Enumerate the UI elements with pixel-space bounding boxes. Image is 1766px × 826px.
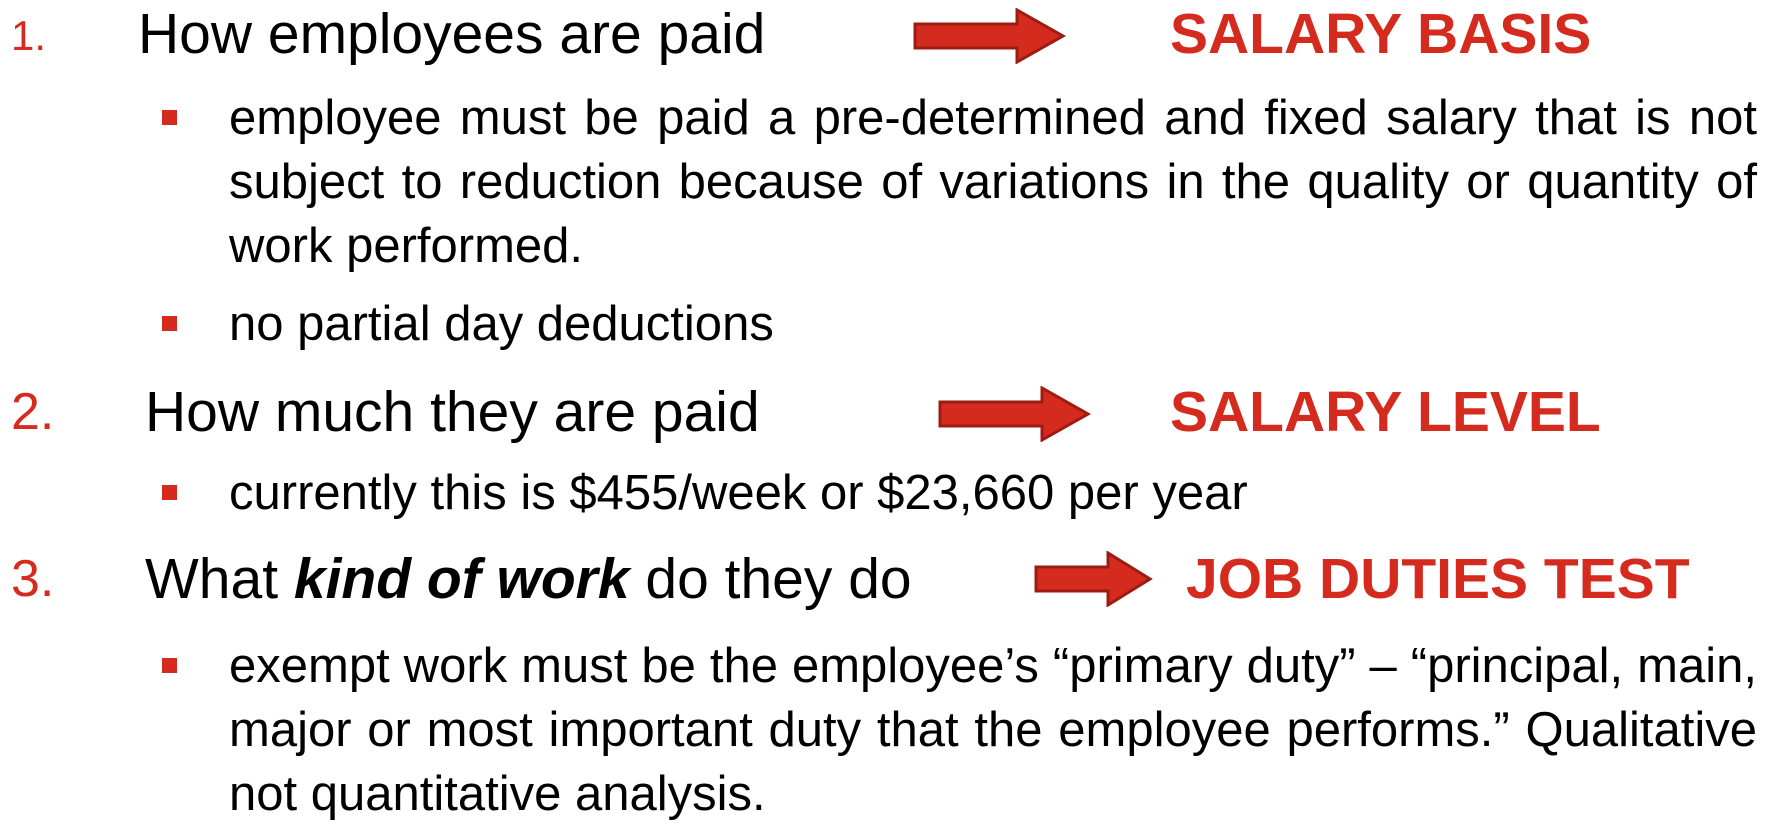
item-heading: What kind of work do they do [145, 547, 912, 611]
item-label: SALARY LEVEL [1170, 380, 1601, 444]
heading-emphasis: kind of work [293, 547, 630, 611]
arrow [938, 386, 1092, 442]
arrow [1034, 551, 1153, 607]
item-heading: How employees are paid [138, 2, 766, 66]
bullet-marker [162, 110, 177, 125]
bullet-marker [162, 658, 177, 673]
item-label: JOB DUTIES TEST [1186, 547, 1690, 611]
bullet-text: employee must be paid a pre-determined a… [229, 91, 1757, 273]
heading-text: What [145, 547, 294, 611]
item-number: 1. [11, 12, 47, 59]
item-number: 3. [11, 550, 55, 608]
bullet-text: currently this is $455/week or $23,660 p… [229, 466, 1248, 520]
heading-text: do they do [629, 547, 912, 611]
item-heading: How much they are paid [145, 380, 760, 444]
bullet-marker [162, 316, 177, 331]
item-label: SALARY BASIS [1170, 2, 1592, 66]
bullet-marker [162, 485, 177, 500]
bullet-text: no partial day deductions [229, 297, 774, 351]
bullet-text: exempt work must be the employee’s “prim… [229, 639, 1757, 821]
item-number: 2. [11, 383, 55, 441]
arrow [913, 8, 1067, 64]
